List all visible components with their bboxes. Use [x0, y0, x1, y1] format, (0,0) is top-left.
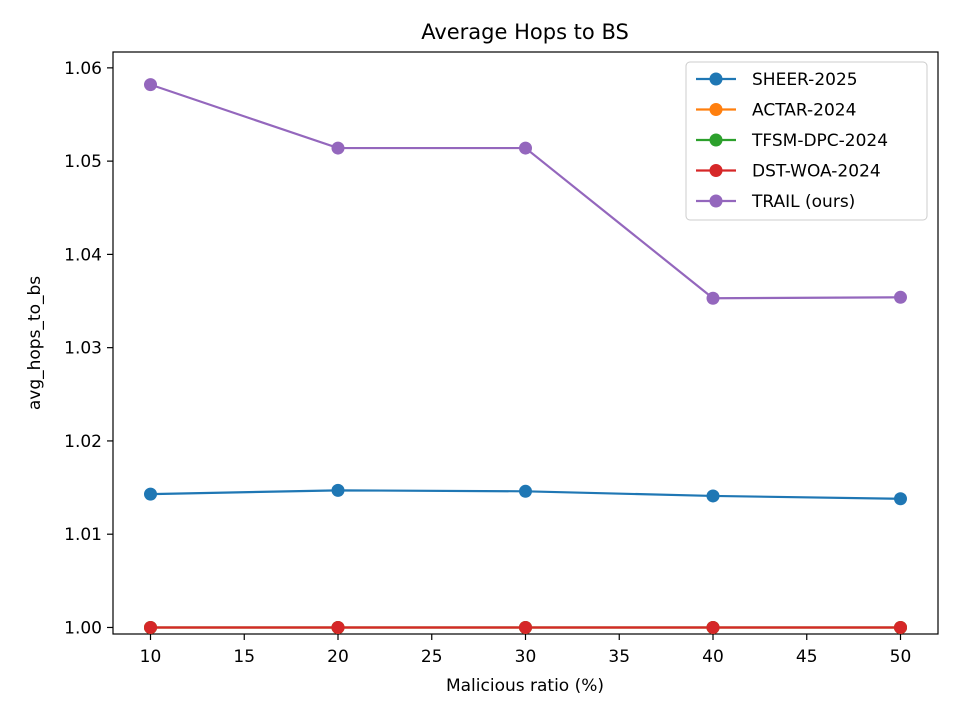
- x-tick-label: 10: [140, 647, 162, 667]
- legend-marker: [709, 194, 723, 208]
- x-tick-label: 50: [890, 647, 912, 667]
- data-point: [331, 483, 345, 497]
- series-trail-ours: [144, 78, 907, 305]
- legend-marker: [709, 103, 723, 116]
- y-tick-label: 1.00: [64, 618, 102, 638]
- series-layer: [144, 78, 907, 634]
- x-axis-label: Malicious ratio (%): [446, 676, 604, 696]
- x-tick-label: 25: [421, 647, 443, 667]
- y-tick-label: 1.04: [64, 245, 102, 265]
- data-point: [331, 620, 345, 634]
- y-axis: 1.00 1.01 1.02 1.03 1.04 1.05 1.06: [64, 59, 113, 638]
- legend-item: ACTAR-2024: [696, 101, 856, 121]
- y-tick-label: 1.05: [64, 152, 102, 172]
- legend-label: ACTAR-2024: [752, 101, 856, 121]
- data-point: [144, 78, 157, 92]
- series-dst-woa-2024: [144, 620, 907, 634]
- data-point: [706, 620, 720, 634]
- data-point: [144, 620, 157, 634]
- y-tick-label: 1.01: [64, 525, 102, 545]
- y-tick-label: 1.03: [64, 339, 102, 359]
- legend-marker: [709, 133, 723, 147]
- legend-item: TRAIL (ours): [696, 192, 855, 212]
- data-point: [894, 492, 907, 506]
- data-point: [894, 620, 907, 634]
- y-axis-label: avg_hops_to_bs: [25, 276, 45, 410]
- legend-item: SHEER-2025: [696, 70, 858, 90]
- data-point: [519, 620, 532, 634]
- data-point: [519, 484, 532, 498]
- data-point: [519, 141, 532, 155]
- legend-marker: [709, 164, 723, 177]
- legend-item: DST-WOA-2024: [696, 162, 881, 182]
- data-point: [706, 291, 720, 305]
- legend-marker: [709, 72, 723, 86]
- data-point: [706, 489, 720, 503]
- x-tick-label: 40: [702, 647, 724, 667]
- y-tick-label: 1.02: [64, 432, 102, 452]
- data-point: [894, 290, 907, 304]
- x-tick-label: 35: [608, 647, 630, 667]
- data-point: [331, 141, 345, 155]
- legend-label: TRAIL (ours): [751, 192, 855, 212]
- y-tick-label: 1.06: [64, 59, 102, 79]
- x-tick-label: 15: [233, 647, 255, 667]
- legend-item: TFSM-DPC-2024: [696, 131, 888, 151]
- x-tick-label: 45: [796, 647, 818, 667]
- legend-label: DST-WOA-2024: [752, 162, 881, 182]
- x-tick-label: 20: [327, 647, 349, 667]
- series-sheer-2025: [144, 483, 907, 506]
- legend-label: SHEER-2025: [752, 70, 858, 90]
- x-tick-label: 30: [515, 647, 537, 667]
- x-axis: 10 15 20 25 30 35 40 45 50: [140, 634, 912, 667]
- legend-box: [685, 61, 928, 221]
- data-point: [144, 487, 157, 501]
- legend: SHEER-2025 ACTAR-2024 TFSM-DPC-2024 DST-WOA…: [685, 61, 928, 221]
- chart-title: Average Hops to BS: [421, 20, 629, 44]
- legend-label: TFSM-DPC-2024: [751, 131, 888, 151]
